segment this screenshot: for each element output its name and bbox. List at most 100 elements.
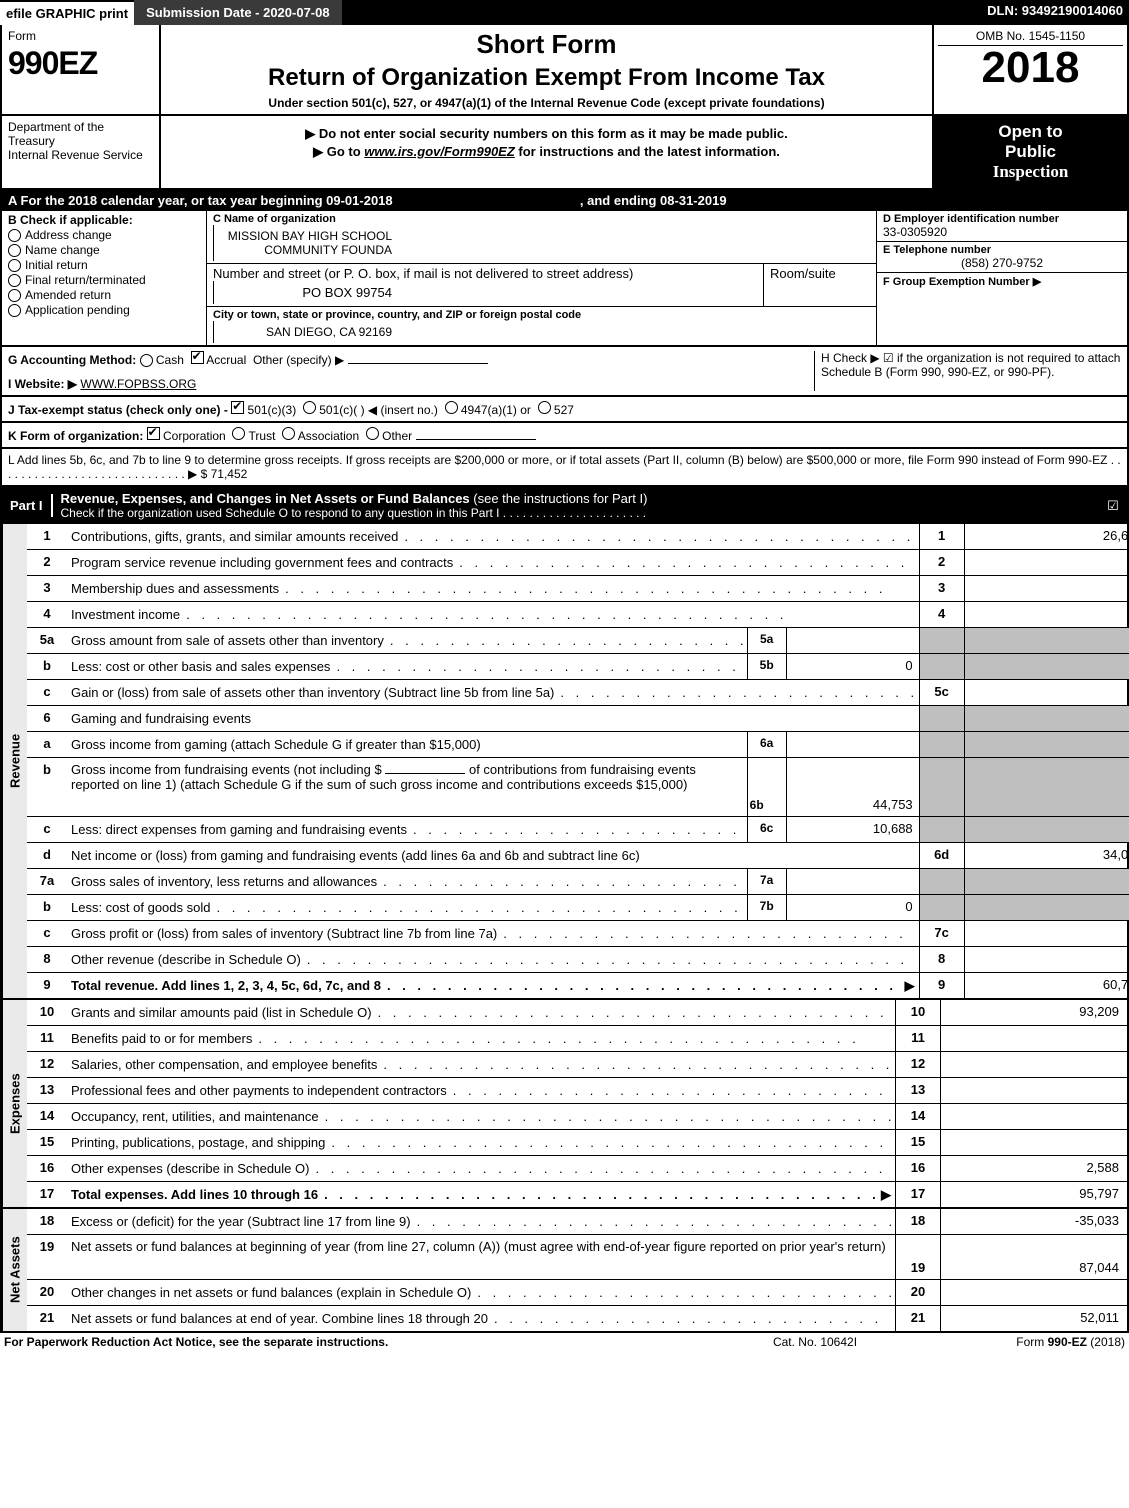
form-number: 990EZ [8, 47, 153, 79]
short-form-title: Short Form [169, 29, 924, 60]
line-1-val: 26,699 [964, 524, 1129, 549]
line-13-num: 13 [27, 1078, 67, 1103]
line-6d-num: d [27, 843, 67, 868]
line-2-val [964, 550, 1129, 575]
part1-header: Part I Revenue, Expenses, and Changes in… [0, 487, 1129, 524]
dept-box: Department of the Treasury Internal Reve… [2, 116, 161, 188]
irs-label: Internal Revenue Service [8, 148, 153, 162]
line-15-num: 15 [27, 1130, 67, 1155]
opt-assoc[interactable]: Association [298, 429, 359, 443]
line-7a-valgrey [964, 869, 1129, 894]
box-b: B Check if applicable: Address change Na… [2, 211, 207, 345]
line-13: 13 Professional fees and other payments … [27, 1078, 1127, 1104]
line-7b-sv: 0 [786, 895, 919, 920]
org-name-label: C Name of organization [213, 213, 870, 225]
line-3: 3 Membership dues and assessments. . . .… [27, 576, 1129, 602]
line-l-text: L Add lines 5b, 6c, and 7b to line 9 to … [8, 453, 1121, 481]
line-12-desc: Salaries, other compensation, and employ… [71, 1057, 377, 1072]
chk-corp[interactable] [147, 427, 160, 440]
opt-527[interactable]: 527 [554, 403, 574, 417]
line-7a-num: 7a [27, 869, 67, 894]
box-c: C Name of organization MISSION BAY HIGH … [207, 211, 876, 345]
irs-link[interactable]: www.irs.gov/Form990EZ [364, 144, 515, 159]
dots: . . . . . . . . . . . . . . . . . . . . … [336, 659, 742, 674]
line-6-desc: Gaming and fundraising events [71, 711, 251, 726]
line-6d-key: 6d [919, 843, 964, 868]
inspection: Inspection [938, 162, 1123, 182]
line-7a-desc: Gross sales of inventory, less returns a… [71, 874, 377, 889]
chk-amended[interactable]: Amended return [8, 288, 200, 302]
line-15-key: 15 [895, 1130, 940, 1155]
dots: . . . . . . . . . . . . . . . . . . . . … [503, 926, 914, 941]
line-j-label: J Tax-exempt status (check only one) - [8, 403, 228, 417]
line-20-val [940, 1280, 1127, 1305]
line-5b-valgrey [964, 654, 1129, 679]
line-2: 2 Program service revenue including gove… [27, 550, 1129, 576]
dots: . . . . . . . . . . . . . . . . . . . . … [216, 900, 742, 915]
form-subtitle: Under section 501(c), 527, or 4947(a)(1)… [169, 96, 924, 110]
line-15-val [940, 1130, 1127, 1155]
arrow-icon: ▶ [905, 978, 915, 994]
box-b-title: B Check if applicable: [8, 213, 200, 227]
line-21-val: 52,011 [940, 1306, 1127, 1331]
period-b: , and ending 08-31-2019 [580, 193, 727, 208]
line-6b-sn: 6b [747, 758, 786, 816]
line-6c-sn: 6c [747, 817, 786, 842]
line-6c-num: c [27, 817, 67, 842]
line-11-key: 11 [895, 1026, 940, 1051]
line-6a-num: a [27, 732, 67, 757]
opt-trust[interactable]: Trust [249, 429, 276, 443]
dots: . . . . . . . . . . . . . . . . . . . . … [378, 1005, 891, 1020]
opt-cash[interactable]: Cash [156, 353, 184, 367]
group-exemption-label: F Group Exemption Number ▶ [883, 275, 1121, 288]
dots: . . . . . . . . . . . . . . . . . . . . … [453, 1083, 891, 1098]
netassets-grid: Net Assets 18 Excess or (deficit) for th… [0, 1209, 1129, 1333]
revenue-grid: Revenue 1 Contributions, gifts, grants, … [0, 524, 1129, 1000]
form-main-title: Return of Organization Exempt From Incom… [169, 64, 924, 92]
part1-checkbox[interactable]: ☑ [1099, 495, 1127, 517]
opt-501c[interactable]: 501(c)( ) ◀ (insert no.) [319, 403, 438, 417]
netassets-side-label: Net Assets [2, 1209, 27, 1331]
website-link[interactable]: WWW.FOPBSS.ORG [80, 377, 196, 391]
org-name-row: C Name of organization MISSION BAY HIGH … [207, 211, 876, 264]
line-19-val: 87,044 [940, 1235, 1127, 1279]
dots: . . . . . . . . . . . . . . . . . . . . … [417, 1214, 891, 1229]
line-17-key: 17 [895, 1182, 940, 1207]
line-10: 10 Grants and similar amounts paid (list… [27, 1000, 1127, 1026]
chk-app-pending[interactable]: Application pending [8, 303, 200, 317]
chk-final-return[interactable]: Final return/terminated [8, 273, 200, 287]
revenue-side-label: Revenue [2, 524, 27, 998]
room-cell: Room/suite [764, 264, 876, 306]
line-15-desc: Printing, publications, postage, and shi… [71, 1135, 325, 1150]
page-footer: For Paperwork Reduction Act Notice, see … [0, 1333, 1129, 1351]
line-11-num: 11 [27, 1026, 67, 1051]
line-1: 1 Contributions, gifts, grants, and simi… [27, 524, 1129, 550]
line-8-key: 8 [919, 947, 964, 972]
dots: . . . . . . . . . . . . . . . . . . . . … [324, 1187, 881, 1202]
chk-initial-return[interactable]: Initial return [8, 258, 200, 272]
chk-501c3[interactable] [231, 401, 244, 414]
line-20-num: 20 [27, 1280, 67, 1305]
line-9-desc: Total revenue. Add lines 1, 2, 3, 4, 5c,… [71, 978, 381, 993]
line-11: 11 Benefits paid to or for members. . . … [27, 1026, 1127, 1052]
line-4-desc: Investment income [71, 607, 180, 622]
line-20: 20 Other changes in net assets or fund b… [27, 1280, 1127, 1306]
line-16-num: 16 [27, 1156, 67, 1181]
line-9-num: 9 [27, 973, 67, 998]
dots: . . . . . . . . . . . . . . . . . . . . … [315, 1161, 891, 1176]
opt-other-org[interactable]: Other [382, 429, 412, 443]
line-4: 4 Investment income. . . . . . . . . . .… [27, 602, 1129, 628]
opt-4947[interactable]: 4947(a)(1) or [461, 403, 531, 417]
chk-accrual[interactable] [191, 351, 204, 364]
line-17-desc: Total expenses. Add lines 10 through 16 [71, 1187, 318, 1202]
chk-address-change[interactable]: Address change [8, 228, 200, 242]
line-7c-key: 7c [919, 921, 964, 946]
line-16-val: 2,588 [940, 1156, 1127, 1181]
top-bar: efile GRAPHIC print Submission Date - 20… [0, 0, 1129, 25]
line-7a-keygrey [919, 869, 964, 894]
line-9-key: 9 [919, 973, 964, 998]
chk-name-label: Name change [25, 243, 100, 257]
tel-row: E Telephone number (858) 270-9752 [877, 242, 1127, 273]
chk-name-change[interactable]: Name change [8, 243, 200, 257]
line-18-desc: Excess or (deficit) for the year (Subtra… [71, 1214, 411, 1229]
